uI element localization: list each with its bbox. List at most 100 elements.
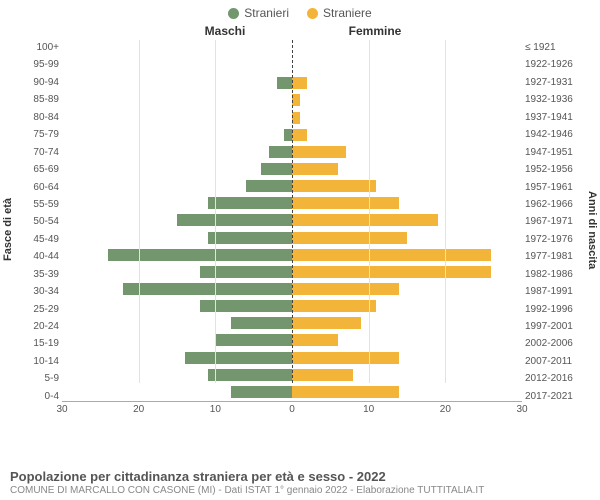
center-line [292, 40, 293, 383]
x-tick: 20 [133, 404, 144, 415]
birth-label: 1932-1936 [525, 94, 581, 105]
age-label: 80-84 [19, 112, 59, 123]
bar-female [292, 129, 307, 141]
x-tick: 10 [210, 404, 221, 415]
x-tick: 30 [516, 404, 527, 415]
age-label: 95-99 [19, 59, 59, 70]
gridline [445, 40, 446, 383]
bar-female [292, 77, 307, 89]
bar-female [292, 369, 353, 381]
title-male: Maschi [150, 24, 300, 38]
bar-female [292, 214, 438, 226]
chart: Fasce di età 100+ 95-99 90-94 85-89 80-84 75-… [0, 40, 600, 420]
birth-label: 1937-1941 [525, 112, 581, 123]
chart-title: Popolazione per cittadinanza straniera p… [10, 469, 590, 484]
y-axis-label-left: Fasce di età [0, 40, 16, 420]
bar-male [200, 266, 292, 278]
bar-male [215, 334, 292, 346]
legend-label-male: Stranieri [244, 6, 289, 20]
y-axis-label-right: Anni di nascita [584, 40, 600, 420]
bar-male [277, 77, 292, 89]
bar-male [208, 197, 292, 209]
age-label: 0-4 [19, 391, 59, 402]
bar-male [108, 249, 292, 261]
bar-female [292, 197, 399, 209]
age-label: 55-59 [19, 199, 59, 210]
birth-label: 1962-1966 [525, 199, 581, 210]
bar-female [292, 112, 300, 124]
birth-label: 1942-1946 [525, 129, 581, 140]
birth-label: 1947-1951 [525, 147, 581, 158]
age-label: 45-49 [19, 234, 59, 245]
age-label: 100+ [19, 42, 59, 53]
bar-male [185, 352, 292, 364]
birth-label: 1957-1961 [525, 182, 581, 193]
bar-male [177, 214, 292, 226]
gridline [139, 40, 140, 383]
bar-male [208, 369, 292, 381]
bar-female [292, 180, 376, 192]
birth-label: 1992-1996 [525, 304, 581, 315]
legend-swatch-female [307, 8, 318, 19]
bars-area [62, 40, 522, 401]
birth-label: ≤ 1921 [525, 42, 581, 53]
age-label: 90-94 [19, 77, 59, 88]
bar-male [200, 300, 292, 312]
bar-male [123, 283, 292, 295]
bar-row [62, 385, 522, 399]
bar-male [246, 180, 292, 192]
age-label: 65-69 [19, 164, 59, 175]
gridline [215, 40, 216, 383]
age-axis: 100+95-9990-9485-8980-8475-7970-7465-696… [16, 40, 62, 420]
birth-label: 2007-2011 [525, 356, 581, 367]
birth-label: 1987-1991 [525, 286, 581, 297]
birth-label: 2012-2016 [525, 373, 581, 384]
x-tick: 30 [56, 404, 67, 415]
bar-female [292, 249, 491, 261]
birth-axis: ≤ 19211922-19261927-19311932-19361937-19… [522, 40, 584, 420]
bar-female [292, 300, 376, 312]
bar-male [208, 232, 292, 244]
age-label: 75-79 [19, 129, 59, 140]
legend-item-male: Stranieri [228, 6, 289, 20]
age-label: 10-14 [19, 356, 59, 367]
age-label: 30-34 [19, 286, 59, 297]
age-label: 20-24 [19, 321, 59, 332]
footer: Popolazione per cittadinanza straniera p… [10, 469, 590, 496]
birth-label: 1982-1986 [525, 269, 581, 280]
bar-female [292, 334, 338, 346]
bar-female [292, 283, 399, 295]
legend-swatch-male [228, 8, 239, 19]
bar-female [292, 386, 399, 398]
x-tick: 10 [363, 404, 374, 415]
birth-label: 1972-1976 [525, 234, 581, 245]
bar-male [284, 129, 292, 141]
bar-male [261, 163, 292, 175]
birth-label: 1927-1931 [525, 77, 581, 88]
chart-subtitle: COMUNE DI MARCALLO CON CASONE (MI) - Dat… [10, 485, 590, 496]
title-female: Femmine [300, 24, 450, 38]
bar-female [292, 163, 338, 175]
age-label: 40-44 [19, 251, 59, 262]
x-tick: 20 [440, 404, 451, 415]
bar-female [292, 94, 300, 106]
legend: Stranieri Straniere [0, 0, 600, 20]
age-label: 50-54 [19, 216, 59, 227]
gridline [369, 40, 370, 383]
birth-label: 1967-1971 [525, 216, 581, 227]
birth-label: 1997-2001 [525, 321, 581, 332]
age-label: 85-89 [19, 94, 59, 105]
bar-male [231, 386, 292, 398]
bar-female [292, 232, 407, 244]
age-label: 60-64 [19, 182, 59, 193]
birth-label: 2017-2021 [525, 391, 581, 402]
bar-female [292, 352, 399, 364]
bar-female [292, 266, 491, 278]
age-label: 15-19 [19, 338, 59, 349]
age-label: 35-39 [19, 269, 59, 280]
age-label: 5-9 [19, 373, 59, 384]
x-tick: 0 [289, 404, 295, 415]
side-titles: Maschi Femmine [0, 24, 600, 38]
x-axis: 3020100102030 [62, 401, 522, 420]
bar-male [231, 317, 292, 329]
